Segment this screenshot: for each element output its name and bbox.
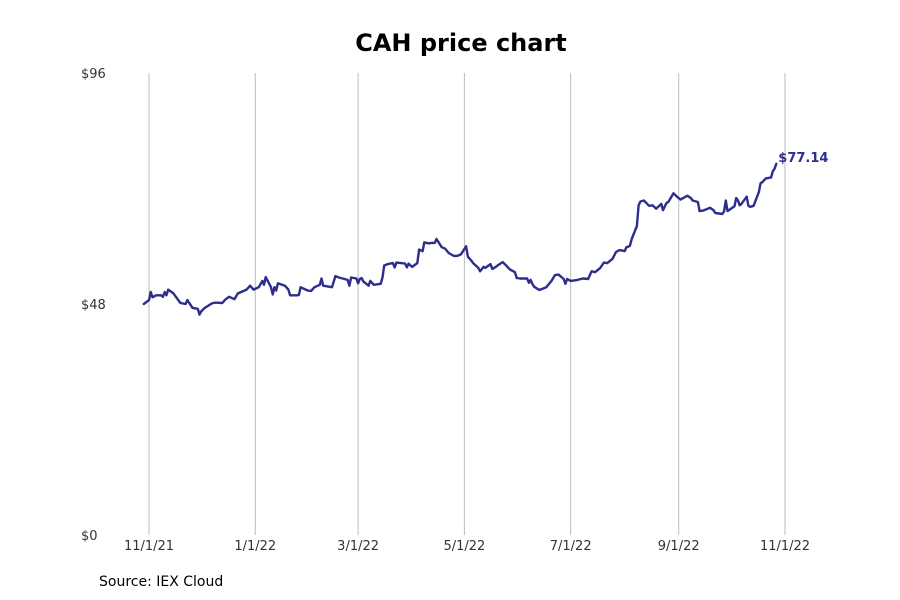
x-axis-ticks: 11/1/21 1/1/22 3/1/22 5/1/22 7/1/22 9/1/22 11/… xyxy=(124,539,810,554)
grid-lines xyxy=(148,73,786,535)
chart-title: CAH price chart xyxy=(355,29,567,57)
x-tick-label: 1/1/22 xyxy=(234,539,276,554)
y-axis-ticks: $0 $48 $96 xyxy=(81,67,106,544)
x-tick-label: 11/1/22 xyxy=(760,539,810,554)
last-price-label: $77.14 xyxy=(778,151,828,166)
x-tick-label: 11/1/21 xyxy=(124,539,174,554)
price-series-line xyxy=(142,162,778,316)
source-note: Source: IEX Cloud xyxy=(99,574,224,590)
y-tick-label: $48 xyxy=(81,298,106,313)
y-tick-label: $96 xyxy=(81,67,106,82)
x-tick-label: 5/1/22 xyxy=(443,539,485,554)
x-tick-label: 7/1/22 xyxy=(550,539,592,554)
x-tick-label: 3/1/22 xyxy=(337,539,379,554)
y-tick-label: $0 xyxy=(81,529,98,544)
x-tick-label: 9/1/22 xyxy=(658,539,700,554)
